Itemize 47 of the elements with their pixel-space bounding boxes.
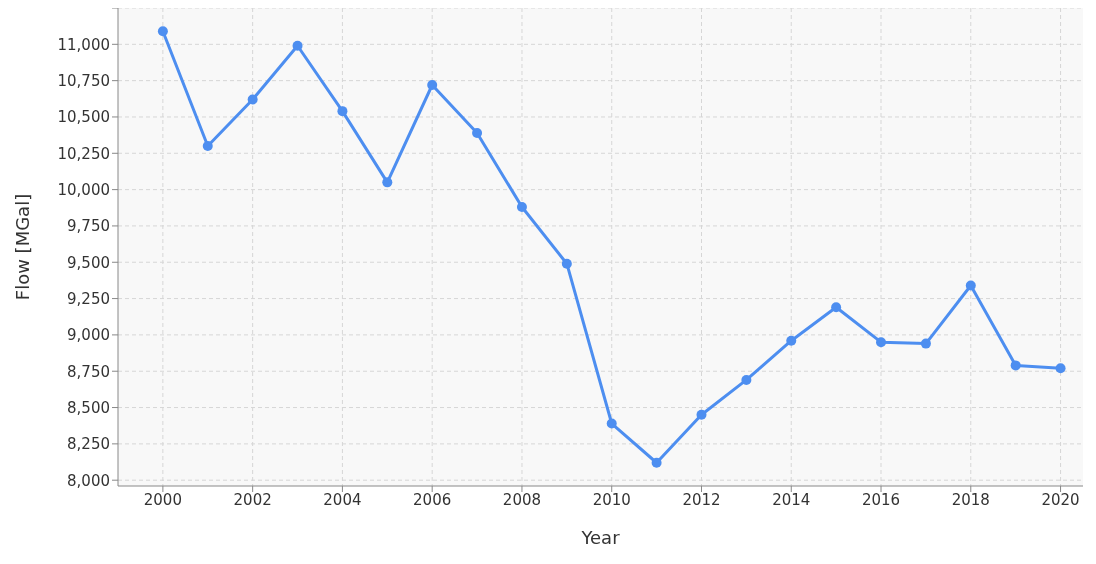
y-tick-label: 11,000 <box>57 35 110 54</box>
point <box>876 337 887 348</box>
y-tick-label: 8,500 <box>67 398 110 417</box>
point <box>651 457 662 468</box>
point <box>247 94 258 105</box>
point <box>920 338 931 349</box>
point <box>561 258 572 269</box>
y-tick-label: 9,500 <box>67 253 110 272</box>
y-tick-label: 8,000 <box>67 471 110 490</box>
y-tick-label: 8,250 <box>67 435 110 454</box>
point <box>965 280 976 291</box>
point <box>696 409 707 420</box>
y-tick-label: 10,250 <box>57 144 110 163</box>
y-axis-title: Flow [MGal] <box>12 193 34 301</box>
point <box>831 302 842 313</box>
x-tick-label: 2018 <box>951 490 990 509</box>
y-tick-label: 9,750 <box>67 217 110 236</box>
x-axis-title: Year <box>580 527 621 548</box>
x-tick-label: 2006 <box>413 490 452 509</box>
point <box>202 141 213 152</box>
y-tick-label: 9,250 <box>67 289 110 308</box>
y-tick-label: 10,500 <box>57 108 110 127</box>
x-tick-label: 2002 <box>233 490 272 509</box>
point <box>786 335 797 346</box>
point <box>472 127 483 138</box>
point <box>741 374 752 385</box>
y-tick-label: 10,750 <box>57 71 110 90</box>
x-tick-label: 2000 <box>143 490 182 509</box>
x-tick-label: 2008 <box>502 490 542 509</box>
y-tick-label: 8,750 <box>67 362 110 381</box>
x-tick-label: 2016 <box>861 490 901 509</box>
point <box>606 418 617 429</box>
x-tick-label: 2004 <box>323 490 362 509</box>
x-tick-label: 2010 <box>592 490 631 509</box>
point <box>157 26 168 37</box>
x-tick-label: 2014 <box>772 490 811 509</box>
point <box>1010 360 1021 371</box>
point <box>292 40 303 51</box>
point <box>1055 363 1066 374</box>
x-tick-label: 2020 <box>1041 490 1080 509</box>
x-tick-label: 2012 <box>682 490 721 509</box>
y-tick-label: 10,000 <box>57 180 110 199</box>
point <box>516 202 527 213</box>
point <box>337 106 348 117</box>
point <box>382 177 393 188</box>
point <box>427 80 438 90</box>
y-tick-label: 9,000 <box>67 326 110 345</box>
